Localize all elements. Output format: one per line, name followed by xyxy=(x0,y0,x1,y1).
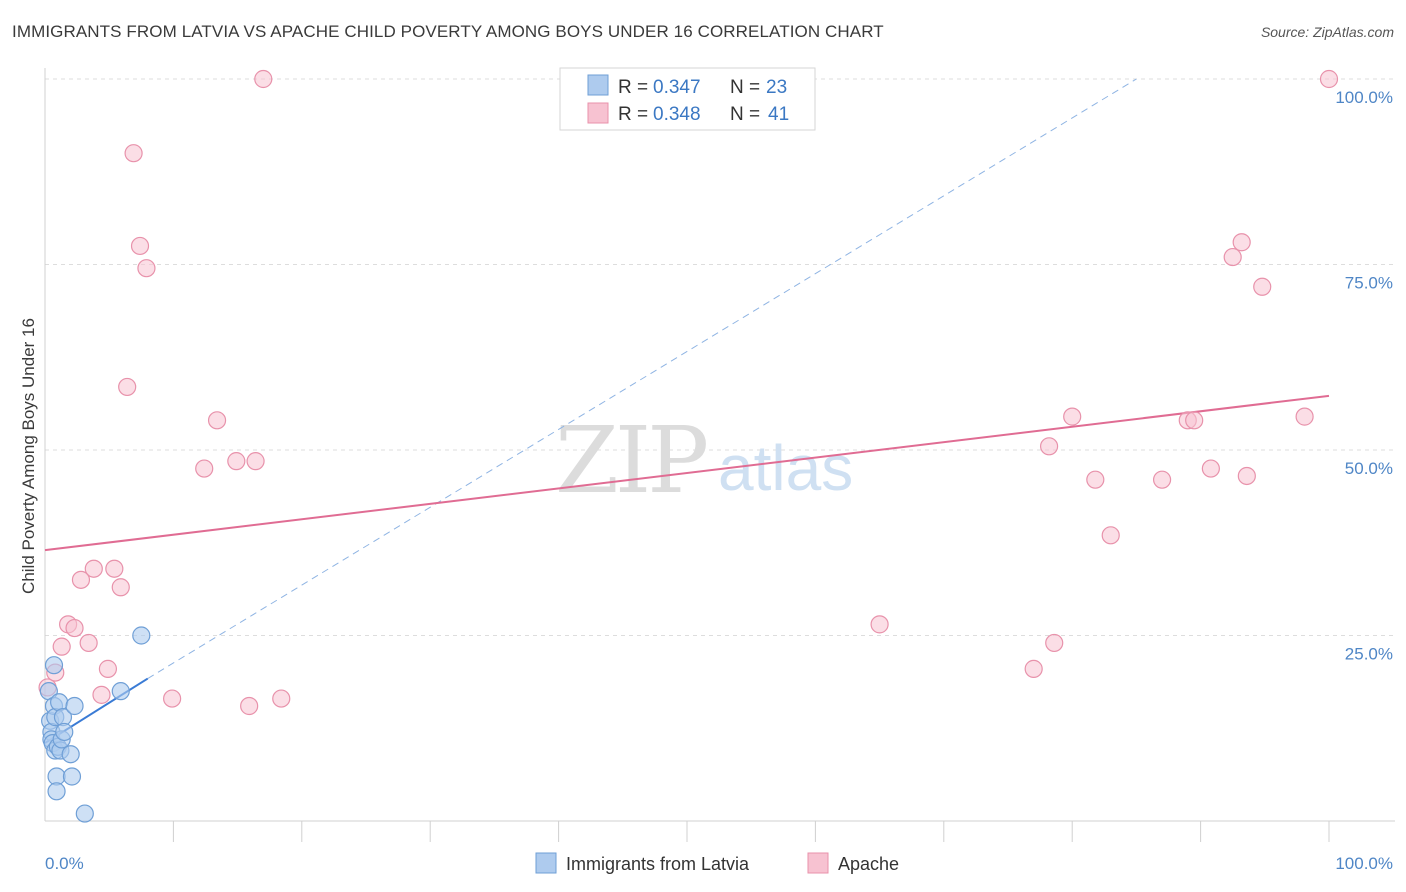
bottom-legend: Immigrants from Latvia Apache xyxy=(535,852,899,874)
watermark-atlas: atlas xyxy=(718,432,853,504)
data-point-apache xyxy=(98,659,118,678)
bottom-legend-label-apache: Apache xyxy=(838,854,899,874)
data-point-latvia xyxy=(50,693,69,712)
trend-line-latvia-extension xyxy=(147,78,1137,679)
data-point-apache xyxy=(240,696,259,716)
data-point-apache xyxy=(105,559,124,578)
x-tick-label: 100.0% xyxy=(1335,854,1393,873)
legend-n-label-latvia: N = xyxy=(730,77,760,98)
top-legend: R = 0.347 N = 23 R = 0.348 N = 41 xyxy=(559,67,816,131)
data-point-apache xyxy=(84,559,103,578)
data-point-apache xyxy=(111,578,130,597)
data-point-apache xyxy=(1039,437,1059,456)
legend-r-label-latvia: R = xyxy=(618,77,648,98)
chart-title: IMMIGRANTS FROM LATVIA VS APACHE CHILD P… xyxy=(12,22,884,41)
legend-r-label-apache: R = xyxy=(618,104,648,125)
watermark: ZIP atlas xyxy=(555,407,853,514)
data-points xyxy=(38,69,1339,823)
data-point-apache xyxy=(1152,470,1172,489)
data-point-apache xyxy=(870,615,889,634)
y-tick-label: 75.0% xyxy=(1345,274,1393,293)
data-point-apache xyxy=(65,618,84,638)
data-point-apache xyxy=(254,69,273,89)
trend-line-apache xyxy=(44,394,1330,552)
legend-n-value-latvia: 23 xyxy=(766,77,787,98)
data-point-apache xyxy=(1201,459,1220,478)
data-point-latvia xyxy=(61,745,80,764)
data-point-latvia xyxy=(47,782,66,801)
data-point-apache xyxy=(1223,247,1242,267)
data-point-apache xyxy=(246,452,265,471)
data-point-apache xyxy=(118,377,137,397)
legend-n-value-apache: 41 xyxy=(768,104,789,125)
data-point-apache xyxy=(52,637,71,656)
data-point-apache xyxy=(79,633,98,653)
y-tick-label: 100.0% xyxy=(1335,88,1393,107)
legend-swatch-latvia xyxy=(587,74,609,96)
axes xyxy=(44,68,1395,842)
legend-swatch-apache xyxy=(587,102,609,124)
legend-r-value-apache: 0.348 xyxy=(653,104,701,125)
legend-r-value-latvia: 0.347 xyxy=(653,77,701,98)
data-point-apache xyxy=(124,144,143,163)
data-point-apache xyxy=(1319,69,1339,89)
bottom-legend-swatch-apache xyxy=(807,852,829,874)
data-point-apache xyxy=(163,689,182,708)
y-tick-label: 50.0% xyxy=(1345,459,1393,478)
data-point-apache xyxy=(1063,407,1082,426)
data-point-apache xyxy=(1237,466,1256,486)
data-point-apache xyxy=(227,452,246,471)
data-point-latvia xyxy=(111,682,130,701)
y-tick-label: 25.0% xyxy=(1345,645,1393,664)
grid-lines xyxy=(45,78,1395,636)
data-point-latvia xyxy=(62,767,82,786)
watermark-zip: ZIP xyxy=(555,407,706,514)
data-point-apache xyxy=(1101,526,1120,545)
data-point-apache xyxy=(1185,411,1204,430)
data-point-apache xyxy=(1086,470,1105,489)
y-axis-label: Child Poverty Among Boys Under 16 xyxy=(19,318,38,594)
tick-labels: 25.0% 50.0% 75.0% 100.0% 0.0% 100.0% xyxy=(45,88,1393,873)
data-point-latvia xyxy=(55,722,74,742)
x-tick-label: 0.0% xyxy=(45,854,84,873)
data-point-apache xyxy=(71,570,91,589)
data-point-apache xyxy=(1253,277,1272,296)
data-point-latvia xyxy=(65,696,84,716)
data-point-apache xyxy=(1232,233,1251,252)
bottom-legend-swatch-latvia xyxy=(535,852,557,874)
source-label: Source: ZipAtlas.com xyxy=(1260,24,1394,40)
legend-n-label-apache: N = xyxy=(730,104,760,125)
data-point-apache xyxy=(130,236,150,256)
data-point-apache xyxy=(272,689,291,708)
data-point-apache xyxy=(207,411,227,430)
data-point-apache xyxy=(137,259,156,278)
data-point-latvia xyxy=(132,626,151,645)
data-point-apache xyxy=(1024,659,1043,678)
data-point-apache xyxy=(1295,407,1314,426)
data-point-apache xyxy=(1045,633,1064,653)
data-point-apache xyxy=(92,685,111,704)
data-point-apache xyxy=(195,459,214,478)
data-point-latvia xyxy=(44,656,64,675)
bottom-legend-label-latvia: Immigrants from Latvia xyxy=(566,854,750,874)
data-point-latvia xyxy=(75,804,94,823)
